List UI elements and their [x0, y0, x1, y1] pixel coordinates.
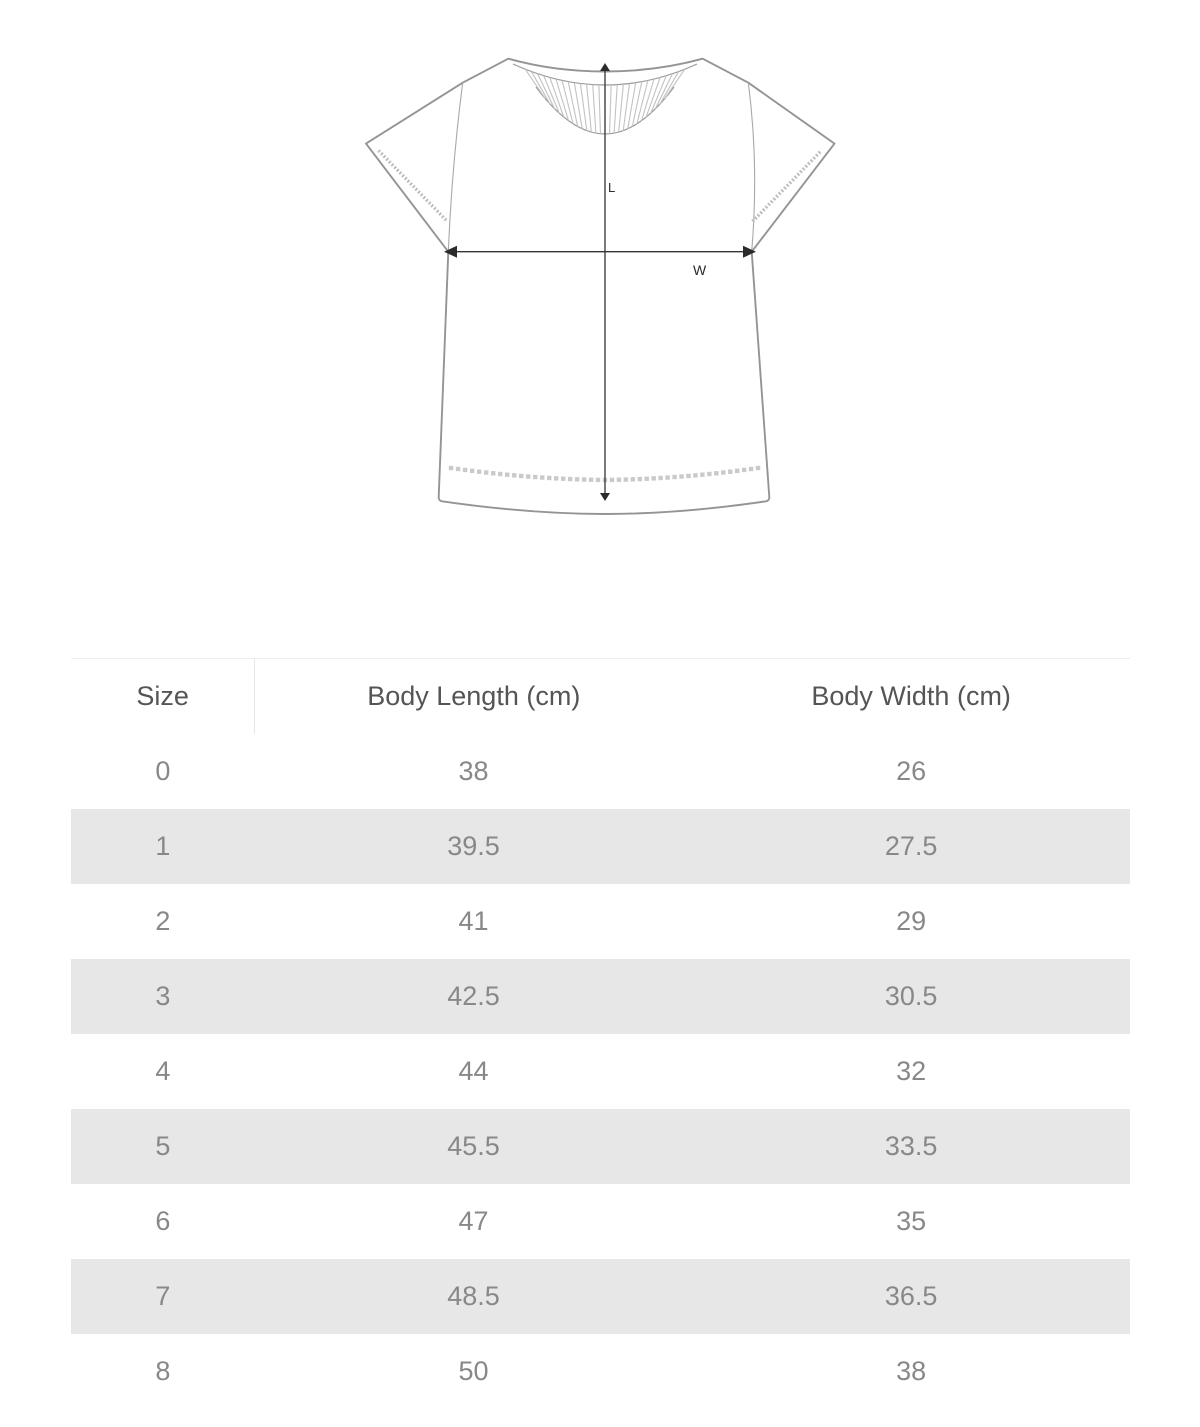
svg-text:W: W — [693, 262, 707, 278]
svg-text:L: L — [608, 180, 615, 195]
